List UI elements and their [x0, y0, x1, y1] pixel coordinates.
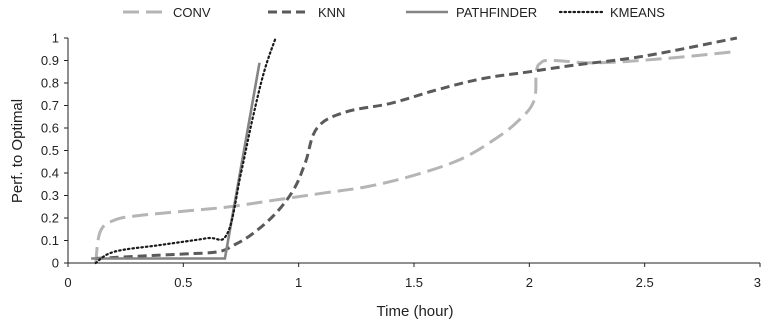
y-tick-label: 0.3	[41, 188, 59, 203]
y-tick-label: 0	[52, 256, 59, 271]
x-tick-label: 0	[64, 275, 71, 290]
series-line-kmeans	[94, 36, 277, 265]
y-tick-label: 0.8	[41, 76, 59, 91]
y-tick-label: 0.1	[41, 233, 59, 248]
x-axis: 0 0.5 1 1.5 2 2.5 3	[64, 262, 761, 290]
legend-label-knn: KNN	[318, 5, 345, 20]
y-tick-label: 0.4	[41, 166, 59, 181]
y-tick-label: 0.6	[41, 121, 59, 136]
x-tick-label: 0.5	[174, 275, 192, 290]
series-line-pathfinder	[91, 62, 261, 260]
y-tick-label: 0.5	[41, 143, 59, 158]
x-tick-label: 1	[295, 275, 302, 290]
y-axis-title: Perf. to Optimal	[9, 99, 26, 203]
legend: CONV KNN PATHFINDER KMEANS	[123, 5, 665, 20]
legend-label-conv: CONV	[173, 5, 211, 20]
x-tick-label: 1.5	[405, 275, 423, 290]
series-line-knn	[95, 36, 738, 260]
y-tick-label: 0.7	[41, 98, 59, 113]
plot-area	[91, 36, 738, 265]
x-tick-label: 3	[754, 275, 761, 290]
legend-label-pathfinder: PATHFINDER	[456, 5, 537, 20]
x-tick-label: 2	[526, 275, 533, 290]
x-axis-title: Time (hour)	[377, 303, 454, 320]
y-axis: 0 0.1 0.2 0.3 0.4 0.5 0.6 0.7 0.8 0.9 1	[41, 31, 69, 271]
y-tick-label: 0.9	[41, 53, 59, 68]
series-line-conv	[94, 50, 738, 264]
x-tick-label: 2.5	[636, 275, 654, 290]
y-tick-label: 0.2	[41, 211, 59, 226]
legend-label-kmeans: KMEANS	[610, 5, 665, 20]
y-tick-label: 1	[52, 31, 59, 46]
